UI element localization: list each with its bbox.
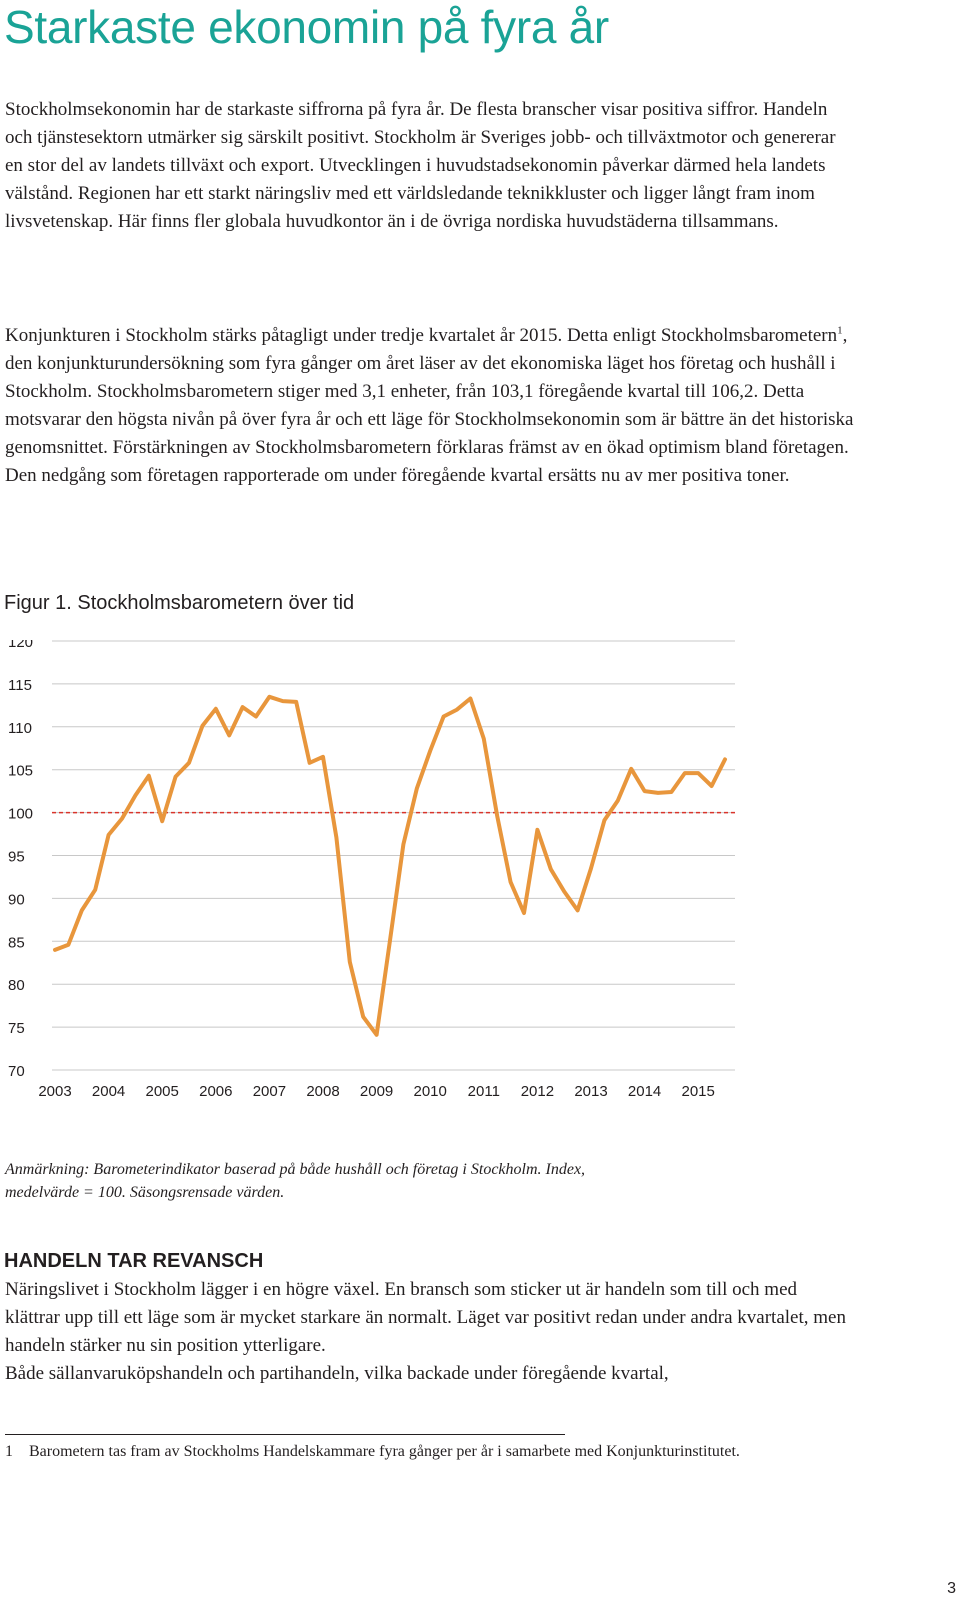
data-point bbox=[80, 908, 84, 912]
data-point bbox=[120, 817, 124, 821]
barometer-paragraph-text-a: Konjunkturen i Stockholm stärks påtaglig… bbox=[5, 325, 838, 346]
data-point bbox=[562, 890, 566, 894]
y-tick-label: 70 bbox=[8, 1063, 25, 1080]
data-point bbox=[549, 867, 553, 871]
data-point bbox=[710, 784, 714, 788]
data-point bbox=[723, 757, 727, 761]
barometer-line-chart: 120 115 110 105 100 95 90 85 80 75 70 2003 2004 2005… bbox=[8, 640, 735, 1100]
data-point bbox=[66, 943, 70, 947]
data-point bbox=[495, 814, 499, 818]
data-point bbox=[214, 707, 218, 711]
data-point bbox=[200, 724, 204, 728]
x-tick-label: 2004 bbox=[92, 1083, 125, 1100]
y-tick-label: 120 bbox=[8, 640, 33, 651]
x-tick-label: 2014 bbox=[628, 1083, 661, 1100]
y-tick-label: 90 bbox=[8, 891, 25, 908]
data-point bbox=[241, 705, 245, 709]
x-tick-label: 2006 bbox=[199, 1083, 232, 1100]
data-point bbox=[468, 696, 472, 700]
data-point bbox=[629, 767, 633, 771]
data-point bbox=[415, 787, 419, 791]
footnote-number: 1 bbox=[5, 1443, 13, 1460]
data-point bbox=[361, 1015, 365, 1019]
data-point bbox=[656, 791, 660, 795]
data-point bbox=[107, 833, 111, 837]
data-point bbox=[147, 774, 151, 778]
footnote-text: Barometern tas fram av Stockholms Handel… bbox=[29, 1443, 740, 1460]
data-point bbox=[160, 819, 164, 823]
data-point bbox=[669, 790, 673, 794]
figure-note: Anmärkning: Barometerindikator baserad p… bbox=[5, 1161, 586, 1201]
figure-title: Figur 1. Stockholmsbarometern över tid bbox=[4, 592, 355, 614]
trade-paragraph: Näringslivet i Stockholm lägger i en hög… bbox=[5, 1276, 855, 1388]
y-tick-label: 100 bbox=[8, 806, 33, 823]
section-heading: HANDELN TAR REVANSCH bbox=[4, 1250, 264, 1272]
page-number: 3 bbox=[947, 1580, 956, 1597]
y-tick-label: 105 bbox=[8, 763, 33, 780]
data-point bbox=[509, 880, 513, 884]
data-point bbox=[53, 948, 57, 952]
data-point bbox=[576, 908, 580, 912]
chart-gridlines bbox=[52, 640, 735, 1071]
data-point bbox=[589, 866, 593, 870]
x-tick-label: 2012 bbox=[521, 1083, 554, 1100]
footnote-divider bbox=[5, 1434, 565, 1435]
trade-paragraph-text: Näringslivet i Stockholm lägger i en hög… bbox=[5, 1279, 846, 1384]
data-point bbox=[267, 695, 271, 699]
data-point bbox=[482, 737, 486, 741]
intro-paragraph: Stockholmsekonomin har de starkaste siff… bbox=[5, 99, 836, 232]
page-title: Starkaste ekonomin på fyra år bbox=[4, 1, 609, 53]
x-tick-label: 2003 bbox=[38, 1083, 71, 1100]
data-point bbox=[133, 793, 137, 797]
barometer-paragraph: Konjunkturen i Stockholm stärks påtaglig… bbox=[5, 322, 855, 490]
x-tick-label: 2007 bbox=[253, 1083, 286, 1100]
data-point bbox=[375, 1033, 379, 1037]
data-point bbox=[187, 761, 191, 765]
x-tick-label: 2009 bbox=[360, 1083, 393, 1100]
data-point bbox=[388, 938, 392, 942]
y-tick-label: 115 bbox=[8, 677, 32, 694]
y-tick-label: 95 bbox=[8, 849, 25, 866]
data-point bbox=[616, 799, 620, 803]
data-point bbox=[308, 761, 312, 765]
data-point bbox=[428, 749, 432, 753]
data-point bbox=[455, 708, 459, 712]
data-point bbox=[174, 775, 178, 779]
x-tick-label: 2008 bbox=[306, 1083, 339, 1100]
data-point bbox=[602, 818, 606, 822]
x-tick-label: 2015 bbox=[682, 1083, 715, 1100]
data-point bbox=[227, 733, 231, 737]
chart-data-points bbox=[53, 695, 727, 1037]
x-tick-label: 2010 bbox=[414, 1083, 447, 1100]
data-point bbox=[643, 789, 647, 793]
data-point bbox=[696, 771, 700, 775]
data-point bbox=[294, 700, 298, 704]
x-tick-label: 2005 bbox=[146, 1083, 179, 1100]
data-point bbox=[254, 715, 258, 719]
data-point bbox=[683, 771, 687, 775]
barometer-paragraph-text-b: , den konjunkturundersökning som fyra gå… bbox=[5, 325, 854, 486]
data-point bbox=[321, 755, 325, 759]
data-point bbox=[401, 842, 405, 846]
y-tick-label: 80 bbox=[8, 977, 25, 994]
data-point bbox=[93, 888, 97, 892]
data-point bbox=[535, 828, 539, 832]
y-tick-label: 75 bbox=[8, 1020, 25, 1037]
y-tick-label: 110 bbox=[8, 720, 32, 737]
x-tick-label: 2013 bbox=[574, 1083, 607, 1100]
data-point bbox=[281, 699, 285, 703]
footnote-reference[interactable]: 1 bbox=[837, 324, 843, 337]
data-point bbox=[442, 715, 446, 719]
chart-x-axis: 2003 2004 2005 2006 2007 2008 2009 2010 2011 2012… bbox=[38, 1083, 715, 1100]
data-point bbox=[348, 960, 352, 964]
data-point bbox=[522, 911, 526, 915]
x-tick-label: 2011 bbox=[468, 1083, 500, 1100]
chart-y-axis: 120 115 110 105 100 95 90 85 80 75 70 bbox=[8, 640, 33, 1080]
y-tick-label: 85 bbox=[8, 934, 25, 951]
data-point bbox=[334, 835, 338, 839]
